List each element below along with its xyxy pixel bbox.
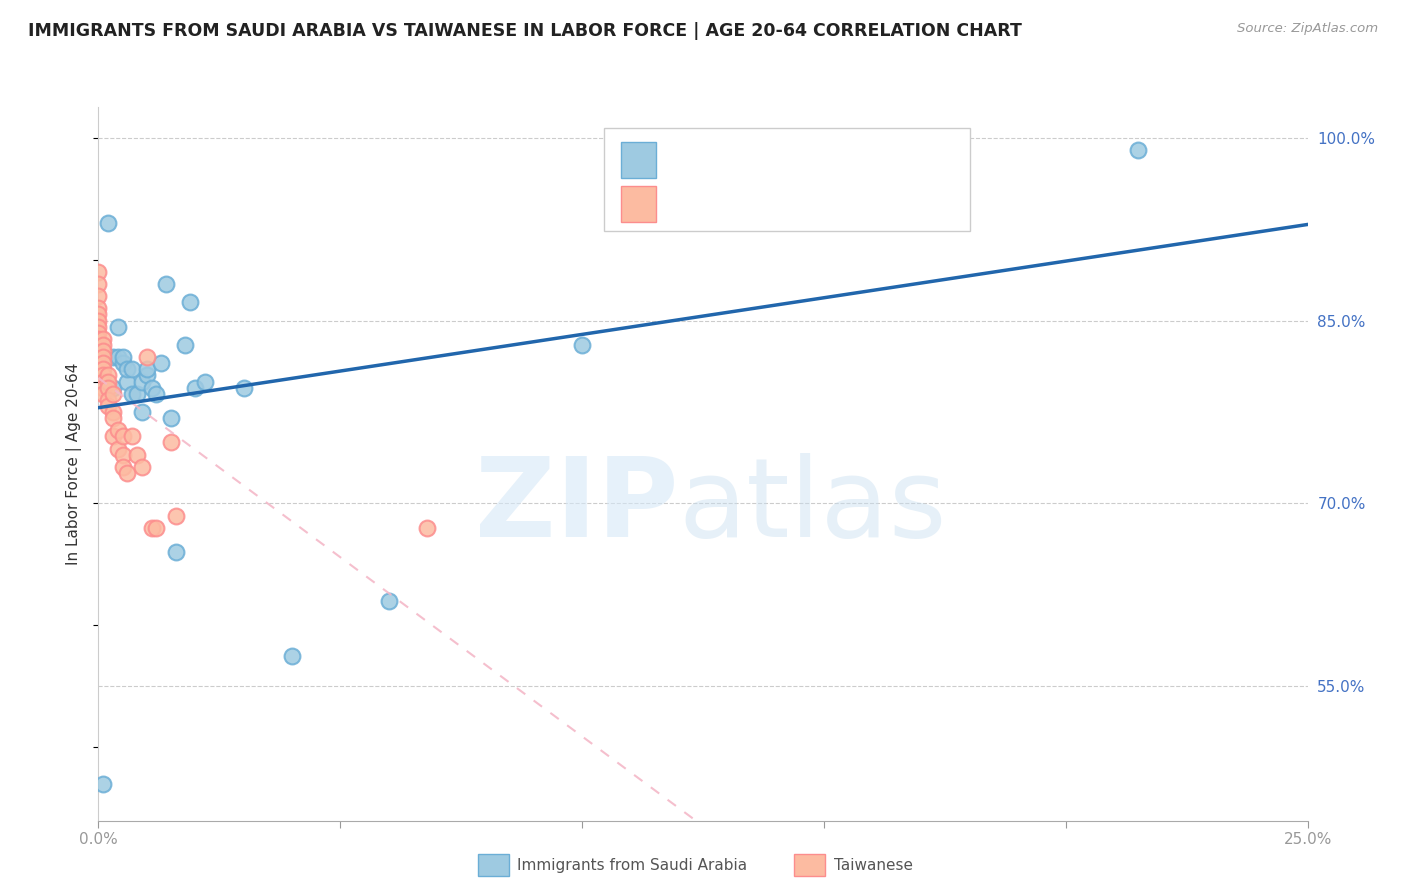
Point bbox=[131, 459, 153, 474]
Point bbox=[91, 386, 114, 401]
Text: Source: ZipAtlas.com: Source: ZipAtlas.com bbox=[1237, 22, 1378, 36]
Point bbox=[1128, 143, 1150, 157]
Point bbox=[101, 350, 124, 364]
Point bbox=[127, 448, 149, 462]
Point bbox=[141, 521, 163, 535]
Point bbox=[111, 350, 134, 364]
Point bbox=[97, 368, 120, 383]
Point bbox=[194, 375, 217, 389]
Point bbox=[377, 594, 399, 608]
Text: N = 43: N = 43 bbox=[851, 195, 914, 213]
Point bbox=[571, 338, 593, 352]
Point bbox=[111, 429, 134, 443]
Point bbox=[111, 459, 134, 474]
Point bbox=[87, 289, 110, 303]
Point bbox=[101, 429, 124, 443]
Point bbox=[135, 362, 157, 376]
Point bbox=[179, 295, 201, 310]
Point bbox=[416, 521, 439, 535]
Y-axis label: In Labor Force | Age 20-64: In Labor Force | Age 20-64 bbox=[66, 363, 83, 565]
Point bbox=[87, 301, 110, 316]
Point bbox=[97, 392, 120, 407]
Point bbox=[91, 356, 114, 370]
Point bbox=[160, 411, 183, 425]
Point bbox=[111, 356, 134, 370]
Point bbox=[165, 545, 187, 559]
Point bbox=[145, 386, 167, 401]
Point bbox=[107, 442, 129, 456]
Point bbox=[91, 381, 114, 395]
Point bbox=[145, 521, 167, 535]
Point bbox=[107, 423, 129, 437]
Point bbox=[131, 375, 153, 389]
Point bbox=[91, 777, 114, 791]
Point bbox=[107, 350, 129, 364]
Text: R =  0.270: R = 0.270 bbox=[668, 151, 763, 169]
Point bbox=[91, 344, 114, 359]
Text: ZIP: ZIP bbox=[475, 453, 679, 560]
Point bbox=[101, 381, 124, 395]
Point bbox=[87, 277, 110, 291]
Point bbox=[160, 435, 183, 450]
Point bbox=[101, 405, 124, 419]
Point bbox=[97, 381, 120, 395]
Point bbox=[91, 368, 114, 383]
Point bbox=[87, 265, 110, 279]
Point bbox=[165, 508, 187, 523]
Text: atlas: atlas bbox=[679, 453, 948, 560]
Point bbox=[91, 362, 114, 376]
Point bbox=[155, 277, 177, 291]
Point bbox=[117, 362, 139, 376]
Point bbox=[91, 375, 114, 389]
Point bbox=[107, 319, 129, 334]
Point bbox=[150, 356, 173, 370]
Text: IMMIGRANTS FROM SAUDI ARABIA VS TAIWANESE IN LABOR FORCE | AGE 20-64 CORRELATION: IMMIGRANTS FROM SAUDI ARABIA VS TAIWANES… bbox=[28, 22, 1022, 40]
Point bbox=[135, 350, 157, 364]
Text: Immigrants from Saudi Arabia: Immigrants from Saudi Arabia bbox=[517, 858, 748, 872]
Point bbox=[174, 338, 197, 352]
Point bbox=[131, 405, 153, 419]
Point bbox=[121, 386, 143, 401]
Point bbox=[121, 362, 143, 376]
Point bbox=[232, 381, 254, 395]
Point bbox=[117, 466, 139, 480]
Point bbox=[111, 448, 134, 462]
Point bbox=[101, 386, 124, 401]
Point bbox=[97, 399, 120, 413]
Point bbox=[97, 216, 120, 230]
Point bbox=[87, 326, 110, 340]
Point bbox=[101, 411, 124, 425]
Point bbox=[91, 338, 114, 352]
Point bbox=[87, 313, 110, 327]
Point bbox=[87, 307, 110, 321]
Point bbox=[97, 375, 120, 389]
Point bbox=[91, 375, 114, 389]
Point bbox=[117, 375, 139, 389]
Point bbox=[281, 648, 304, 663]
Point bbox=[135, 368, 157, 383]
Text: N = 33: N = 33 bbox=[851, 151, 914, 169]
Point bbox=[91, 350, 114, 364]
Point bbox=[127, 386, 149, 401]
Point bbox=[141, 381, 163, 395]
Text: Taiwanese: Taiwanese bbox=[834, 858, 912, 872]
Point bbox=[184, 381, 207, 395]
Point bbox=[121, 429, 143, 443]
Point bbox=[87, 319, 110, 334]
Text: R = -0.133: R = -0.133 bbox=[668, 195, 765, 213]
Point bbox=[87, 332, 110, 346]
Point bbox=[91, 332, 114, 346]
